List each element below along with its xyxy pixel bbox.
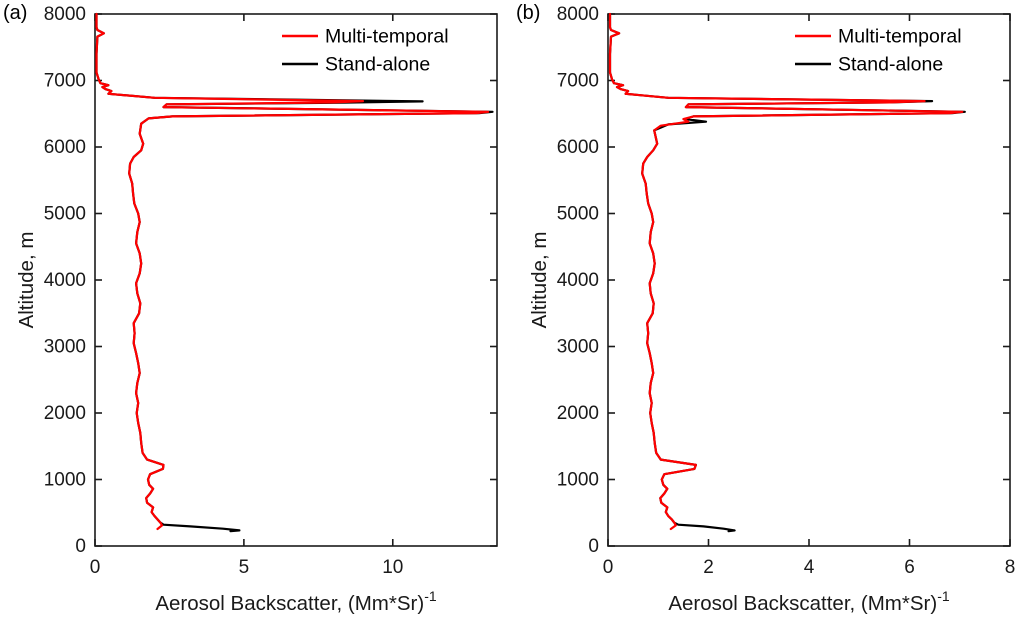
x-tick-label: 0 [90, 557, 101, 578]
x-tick-label: 4 [804, 557, 815, 578]
axes-box [607, 13, 1011, 547]
x-axis-label: Aerosol Backscatter, (Mm*Sr)-1 [155, 588, 437, 615]
panel-a: (a) 0 5 10 0 1000 2000 3000 4000 5000 6000 7000 800… [3, 2, 498, 615]
legend-label: Multi-temporal [325, 26, 449, 48]
legend-label: Multi-temporal [838, 26, 962, 48]
y-tick-label: 4000 [557, 270, 599, 291]
y-tick-label: 4000 [44, 270, 86, 291]
y-tick-label: 2000 [44, 403, 86, 424]
x-tick-label: 6 [904, 557, 915, 578]
y-tick-label: 5000 [557, 204, 599, 225]
legend-label: Stand-alone [325, 54, 430, 76]
x-tick-label: 10 [382, 557, 403, 578]
y-tick-label: 3000 [44, 337, 86, 358]
x-tick-label: 8 [1005, 557, 1016, 578]
axes-box [94, 13, 498, 547]
series-stand-alone [608, 12, 966, 533]
y-tick-label: 6000 [44, 137, 86, 158]
panel-a-label: (a) [3, 2, 28, 24]
y-tick-label: 3000 [557, 337, 599, 358]
y-tick-label: 6000 [557, 137, 599, 158]
panel-a-chart: 0 5 10 0 1000 2000 3000 4000 5000 6000 7000 8000 Mul… [15, 4, 498, 615]
x-axis-label: Aerosol Backscatter, (Mm*Sr)-1 [668, 588, 950, 615]
y-axis-label: Altitude, m [15, 232, 38, 329]
y-tick-label: 8000 [44, 4, 86, 25]
panel-b: (b) 0 2 4 6 8 0 1000 2000 3000 4000 5000 6000 7000 80… [513, 0, 1026, 632]
y-tick-label: 5000 [44, 204, 86, 225]
panel-b-label: (b) [516, 2, 541, 24]
legend-label: Stand-alone [838, 54, 943, 76]
y-tick-label: 8000 [557, 4, 599, 25]
series-multi-temporal [95, 12, 490, 531]
x-tick-label: 2 [703, 557, 714, 578]
y-tick-label: 0 [588, 536, 599, 557]
y-axis-label: Altitude, m [528, 232, 551, 329]
series-multi-temporal [608, 12, 964, 531]
y-tick-label: 2000 [557, 403, 599, 424]
y-tick-label: 0 [75, 536, 86, 557]
series-stand-alone [95, 12, 494, 533]
y-tick-label: 7000 [44, 71, 86, 92]
y-tick-label: 1000 [44, 470, 86, 491]
panel-b-chart: 0 2 4 6 8 0 1000 2000 3000 4000 5000 6000 7000 8000 Mu… [528, 4, 1016, 615]
y-tick-label: 1000 [557, 470, 599, 491]
x-tick-label: 0 [603, 557, 614, 578]
y-tick-label: 7000 [557, 71, 599, 92]
x-tick-label: 5 [239, 557, 250, 578]
